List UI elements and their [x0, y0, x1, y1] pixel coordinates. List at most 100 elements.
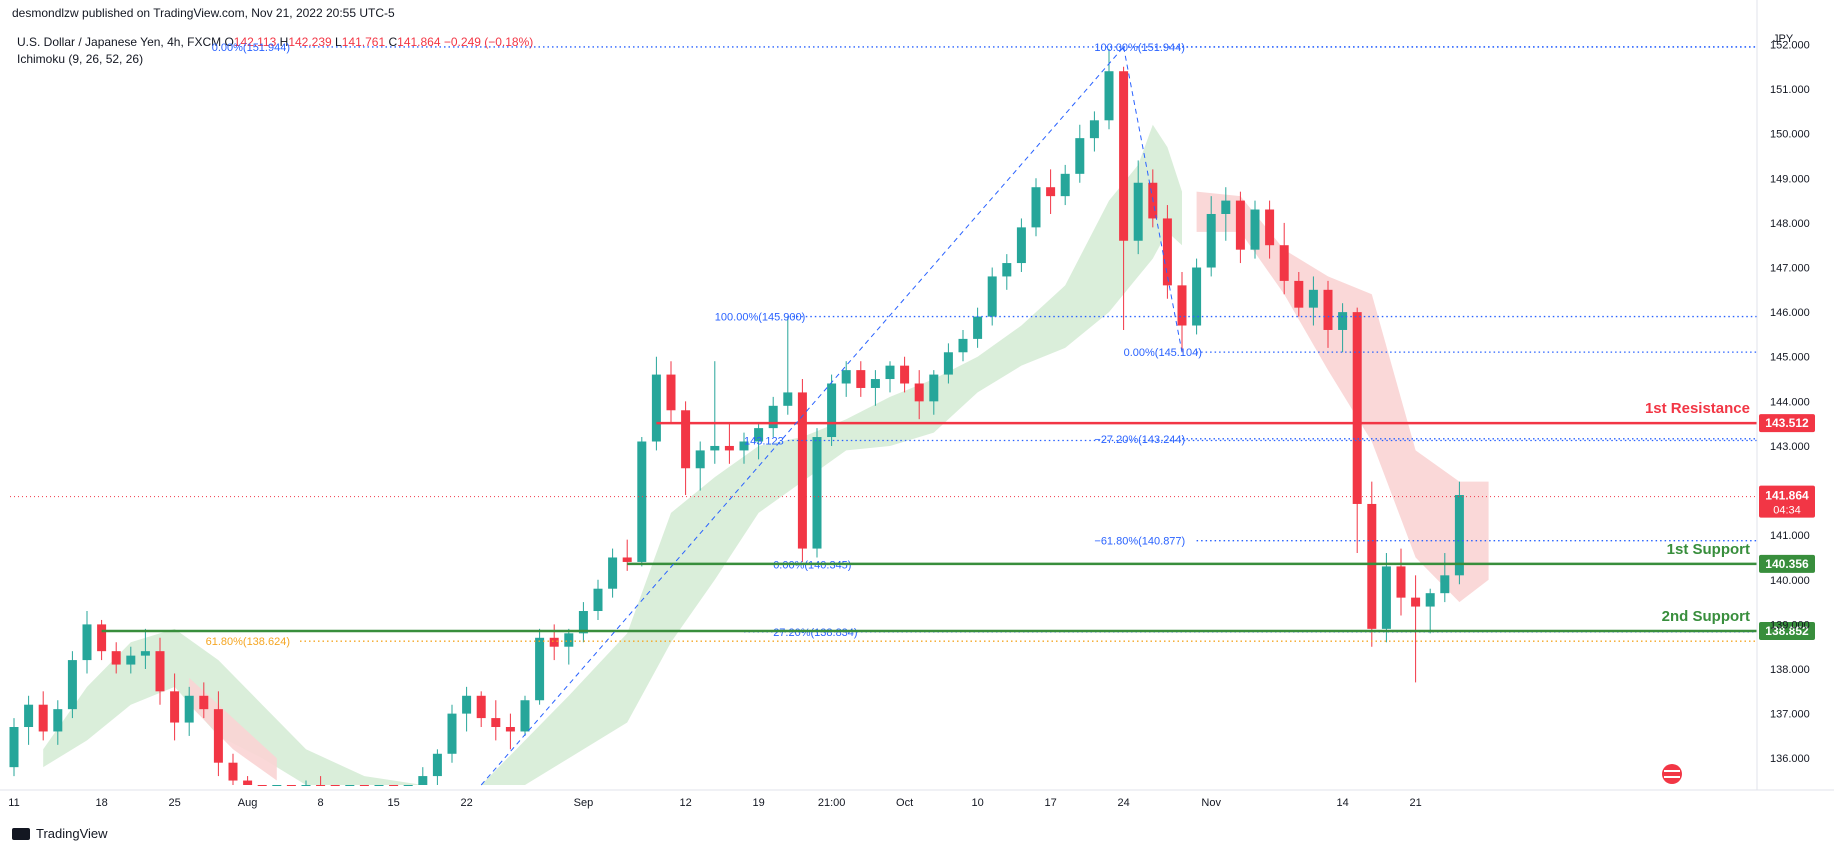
- candle-body: [1192, 267, 1202, 326]
- candle-27: [403, 785, 413, 786]
- candle-95: [1396, 548, 1406, 616]
- candle-22: [330, 785, 340, 786]
- candle-14: [213, 691, 223, 777]
- candle-36: [535, 628, 545, 705]
- footer: TradingView: [12, 826, 108, 841]
- published-by: desmondlzw published on TradingView.com,…: [12, 6, 395, 20]
- level-tag-text: 140.356: [1765, 557, 1809, 571]
- candle-43: [637, 437, 647, 567]
- candle-body: [462, 695, 472, 714]
- candle-96: [1411, 575, 1421, 683]
- open-value: 142.113: [233, 35, 277, 49]
- time-axis: 11 18 25 Aug 8 15 22 Sep 12 19 21:00 Oct 10 17 24 Nov 14…: [0, 0, 1834, 809]
- trend-lines: [480, 46, 1183, 786]
- candle-body: [1060, 173, 1070, 197]
- candle-79: [1162, 205, 1172, 299]
- candle-59: [870, 370, 880, 406]
- fib-label-6: −61.80%(140.877): [1094, 536, 1185, 548]
- candle-0: [9, 718, 19, 777]
- candle-body: [1089, 120, 1099, 139]
- candle-97: [1425, 588, 1435, 634]
- x-tick-10: 21:00: [818, 797, 846, 809]
- candle-body: [1162, 218, 1172, 286]
- candle-74: [1089, 111, 1099, 152]
- candle-body: [797, 392, 807, 549]
- fib-label-0: 100.00%(151.944): [1094, 42, 1185, 54]
- change-value: −0.249 (−0.18%): [443, 35, 534, 49]
- level-label-2: 2nd Support: [1662, 608, 1750, 625]
- candle-body: [432, 753, 442, 777]
- candle-body: [1396, 566, 1406, 598]
- candle-body: [943, 352, 953, 375]
- current-price-countdown: 04:34: [1773, 505, 1801, 517]
- candle-18: [272, 785, 282, 786]
- x-tick-8: 12: [679, 797, 691, 809]
- fib-label-1: 0.00%(151.944): [212, 42, 290, 54]
- fib-label-2: 100.00%(145.900): [715, 312, 806, 324]
- candle-49: [724, 423, 734, 464]
- candle-body: [170, 691, 180, 723]
- footer-brand[interactable]: TradingView: [36, 826, 108, 841]
- candle-41: [608, 548, 618, 598]
- candle-body: [111, 651, 121, 665]
- y-tick-13: 149.000: [1770, 173, 1810, 185]
- candle-60: [885, 361, 895, 393]
- candle-body: [1323, 289, 1333, 330]
- candle-body: [1440, 575, 1450, 594]
- candle-66: [973, 307, 983, 348]
- candle-body: [549, 637, 559, 647]
- fib-label-9: 27.20%(138.834): [773, 627, 857, 639]
- candlesticks: [9, 48, 1464, 786]
- support-resistance-lines: 1st Resistance 143.512 1st Support 140.356 2…: [101, 400, 1815, 641]
- y-tick-14: 150.000: [1770, 129, 1810, 141]
- candle-88: [1294, 271, 1304, 317]
- candle-body: [1425, 593, 1435, 607]
- candle-28: [418, 767, 428, 785]
- candle-body: [38, 704, 48, 732]
- candle-5: [82, 611, 92, 674]
- candle-body: [973, 316, 983, 339]
- candle-body: [403, 785, 413, 786]
- candle-body: [316, 785, 326, 786]
- candle-body: [1454, 495, 1464, 576]
- candle-35: [520, 695, 530, 736]
- candle-body: [1294, 280, 1304, 308]
- x-tick-4: 8: [318, 797, 324, 809]
- candle-body: [958, 338, 968, 353]
- symbol-name[interactable]: U.S. Dollar / Japanese Yen, 4h, FXCM: [17, 35, 222, 49]
- candle-11: [170, 673, 180, 741]
- level-tag-bg: [1759, 414, 1815, 433]
- candle-53: [783, 316, 793, 415]
- candle-body: [900, 365, 910, 384]
- candle-44: [651, 356, 661, 451]
- candle-90: [1323, 280, 1333, 348]
- y-tick-3: 139.000: [1770, 619, 1810, 631]
- candle-7: [111, 642, 121, 674]
- ichimoku-cloud: [43, 124, 1489, 785]
- x-tick-14: 24: [1117, 797, 1129, 809]
- x-tick-6: 22: [460, 797, 472, 809]
- candle-57: [841, 361, 851, 397]
- candle-body: [1206, 213, 1216, 268]
- x-tick-17: 21: [1409, 797, 1421, 809]
- indicator-legend[interactable]: Ichimoku (9, 26, 52, 26): [17, 52, 144, 66]
- candle-body: [301, 785, 311, 786]
- current-price-tag-bg: [1759, 485, 1815, 518]
- trend-line-1[interactable]: [1123, 46, 1183, 353]
- candle-45: [666, 361, 676, 424]
- candle-40: [593, 579, 603, 620]
- trend-line-0[interactable]: [480, 46, 1124, 786]
- candle-body: [1016, 227, 1026, 264]
- y-tick-12: 148.000: [1770, 218, 1810, 230]
- candle-body: [213, 709, 223, 763]
- y-tick-1: 137.000: [1770, 709, 1810, 721]
- close-label: C: [388, 35, 398, 49]
- y-tick-2: 138.000: [1770, 664, 1810, 676]
- y-tick-8: 144.000: [1770, 396, 1810, 408]
- candle-16: [243, 776, 253, 785]
- candle-19: [286, 785, 296, 786]
- fib-label-3: 0.00%(145.104): [1124, 347, 1202, 359]
- candle-98: [1440, 553, 1450, 603]
- candle-body: [286, 785, 296, 786]
